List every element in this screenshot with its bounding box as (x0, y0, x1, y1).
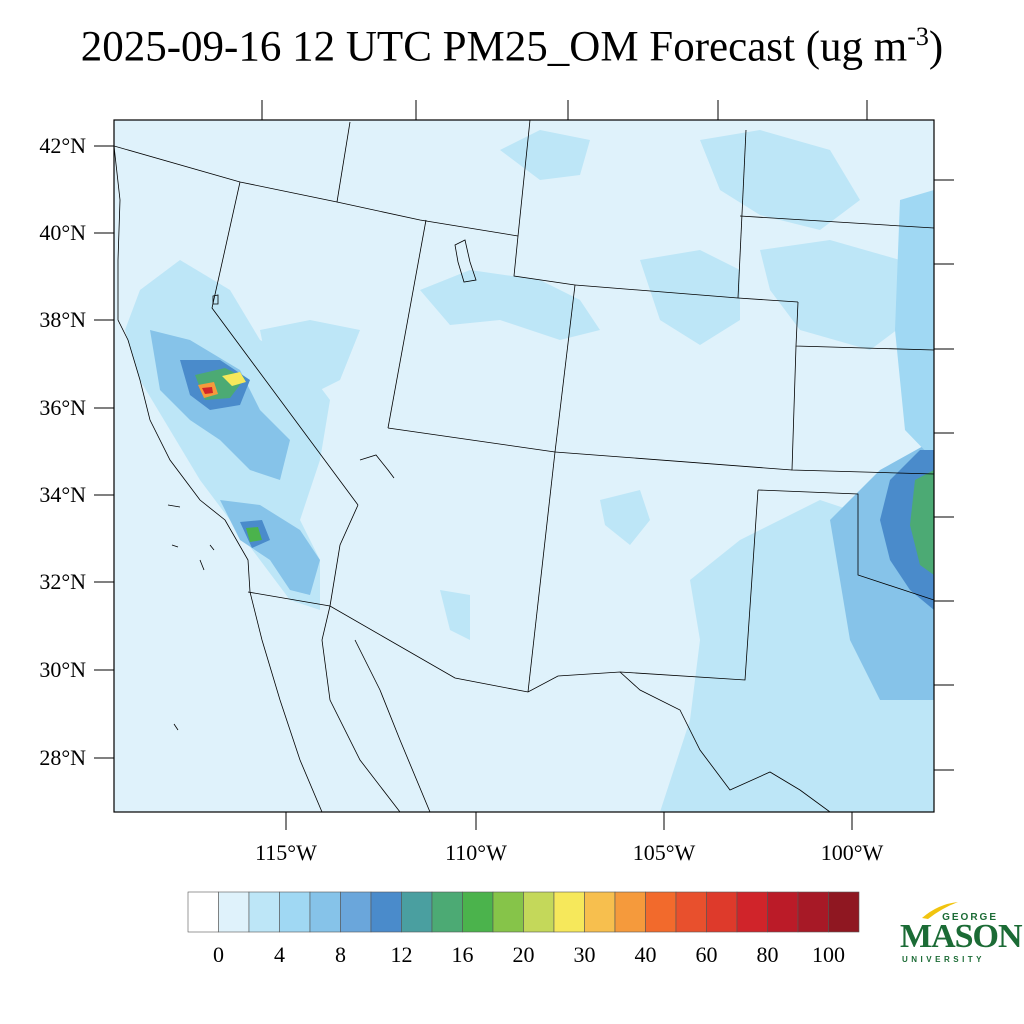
colorbar-swatch (645, 891, 677, 933)
lon-label: 105°W (633, 840, 696, 865)
border-colorado-utah (554, 284, 576, 453)
figure-title: 2025-09-16 12 UTC PM25_OM Forecast (ug m… (0, 22, 1024, 71)
gmu-logo: GEORGE MASON UNIVERSITY (898, 900, 1023, 970)
border-arizona-california (329, 504, 359, 607)
border-texas-newmexico (619, 489, 759, 681)
lon-label: 115°W (255, 840, 317, 865)
title-superscript: -3 (907, 22, 929, 51)
title-text: 2025-09-16 12 UTC PM25_OM Forecast (ug m (80, 23, 908, 71)
colorbar-label: 30 (574, 942, 596, 967)
map-frame (113, 119, 935, 813)
left-ticks (94, 145, 114, 759)
colorbar-swatch (279, 891, 311, 933)
right-ticks (934, 179, 954, 771)
lat-label: 40°N (39, 220, 86, 245)
colorbar-swatch (309, 891, 341, 933)
pm-contour-nevada-arizona (260, 320, 360, 400)
colorbar-swatch (614, 891, 646, 933)
coastline-pacific (114, 145, 323, 812)
colorbar-label: 60 (696, 942, 718, 967)
colorbar-label: 8 (335, 942, 346, 967)
latitude-labels: 42°N 40°N 38°N 36°N 34°N 32°N 30°N 28°N (39, 133, 86, 770)
border-nevada-utah (387, 219, 427, 429)
lat-label: 28°N (39, 745, 86, 770)
pm-contour-wyoming (500, 130, 590, 180)
pm-contour-socal-green (246, 527, 262, 542)
border-dakota (739, 215, 934, 229)
border-wyoming-west (513, 120, 576, 286)
border-arizona-newmexico (527, 451, 556, 693)
lat-label: 38°N (39, 307, 86, 332)
pm-contour-northern-plains (700, 130, 860, 230)
colorbar-label: 16 (452, 942, 474, 967)
logo-line-george: GEORGE (942, 912, 998, 923)
pm-contour-chihuahua (440, 590, 470, 640)
coastline-mainland-mexico (354, 639, 431, 812)
colorbar-swatch (767, 891, 799, 933)
colorbar-label: 0 (213, 942, 224, 967)
pm-contour-kansas (760, 240, 910, 350)
lat-label: 42°N (39, 133, 86, 158)
colorbar-label: 40 (635, 942, 657, 967)
colorbar-label: 12 (391, 942, 413, 967)
lake-tahoe (212, 294, 219, 305)
colorbar-swatch (340, 891, 372, 933)
border-texas-panhandle (757, 489, 934, 601)
swoosh-icon (922, 902, 958, 919)
colorbar-swatch (736, 891, 768, 933)
pm-hotspot-red (202, 387, 213, 394)
border-us-mexico (247, 591, 831, 812)
lon-label: 110°W (445, 840, 507, 865)
colorbar-swatch (248, 891, 280, 933)
colorbar-swatch (675, 891, 707, 933)
coastline-gulf-of-california (321, 605, 401, 812)
colorbar-swatch (492, 891, 524, 933)
colorbar-label: 20 (513, 942, 535, 967)
longitude-labels: 115°W 110°W 105°W 100°W (255, 840, 883, 865)
colorbar-swatch (187, 891, 219, 933)
colorbar-swatch (523, 891, 555, 933)
lon-label: 100°W (821, 840, 884, 865)
logo-line-mason: MASON (900, 918, 1023, 955)
colorbar-swatch (401, 891, 433, 933)
pm-contour-utah (420, 270, 600, 340)
colorbar-swatch (370, 891, 402, 933)
pm-hotspot-yellow (222, 372, 246, 386)
lake-mead (359, 454, 395, 479)
pm-contour-east-texas-green (910, 470, 934, 575)
top-ticks (261, 100, 868, 120)
concentration-field (125, 130, 934, 812)
colorbar-swatch (828, 891, 860, 933)
colorbar-swatch (431, 891, 463, 933)
political-boundaries (114, 120, 934, 812)
lat-label: 30°N (39, 657, 86, 682)
colorbar-swatch (706, 891, 738, 933)
lat-label: 32°N (39, 569, 86, 594)
pm-contour-nebraska-dakota (640, 250, 740, 345)
colorbar-swatch (218, 891, 250, 933)
bottom-ticks (285, 812, 853, 830)
colorbar-swatch (553, 891, 585, 933)
pm-contour-new-mexico (600, 490, 650, 545)
colorbar-label: 100 (812, 942, 845, 967)
colorbar-swatch (797, 891, 829, 933)
colorbar-swatch (462, 891, 494, 933)
pm-contour-east-plains (895, 190, 934, 460)
colorbar-label: 4 (274, 942, 285, 967)
great-salt-lake (454, 239, 477, 283)
colorbar-swatch (584, 891, 616, 933)
border-south-dakota (737, 129, 747, 299)
title-close: ) (928, 23, 944, 71)
channel-islands (167, 504, 215, 731)
border-california-nevada (211, 181, 359, 506)
colorbar-label: 80 (757, 942, 779, 967)
border-idaho-montana (336, 121, 351, 203)
logo-line-university: UNIVERSITY (902, 955, 986, 964)
lat-label: 34°N (39, 482, 86, 507)
colorbar-labels: 0 4 8 12 16 20 30 40 60 80 100 (213, 942, 845, 967)
lat-label: 36°N (39, 395, 86, 420)
colorbar (187, 891, 860, 933)
